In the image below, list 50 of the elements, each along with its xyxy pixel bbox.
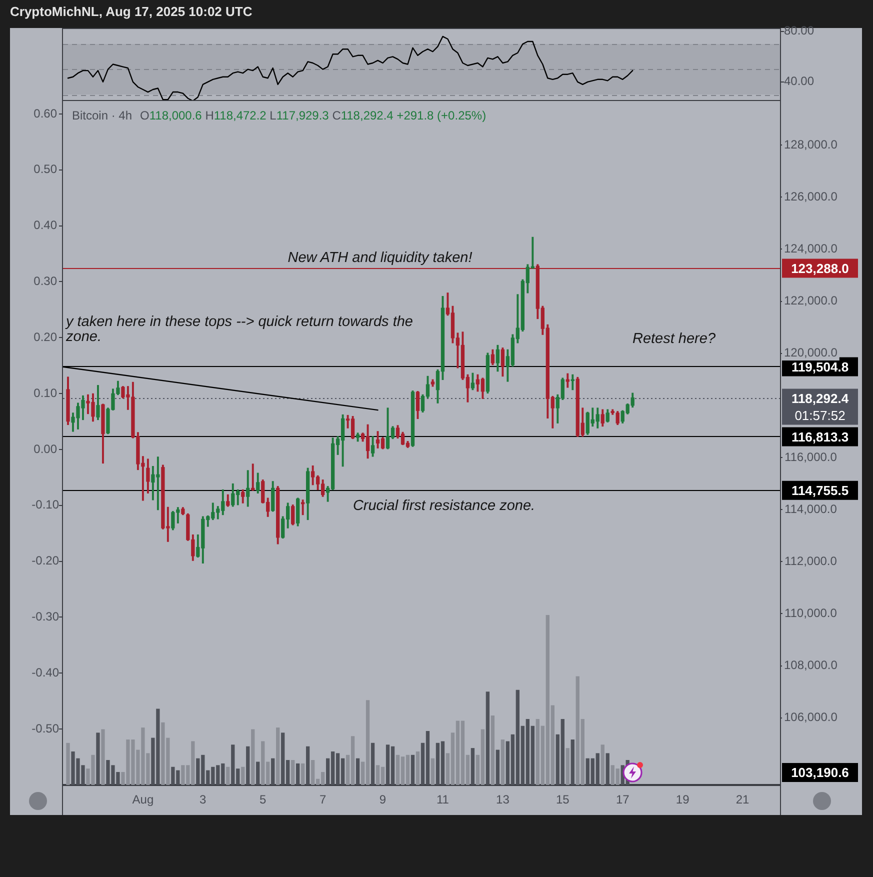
- text: O118,000.6 H118,472.2 L117,929.3 C118,292.4 +291.8 (+0.25%): [140, 108, 486, 122]
- x-tick-label: 9: [379, 792, 386, 807]
- text: 103,190.6: [791, 765, 849, 780]
- annotation: New ATH and liquidity taken!: [288, 250, 472, 266]
- ref-line-label: 118,292.4 01:57:52: [791, 390, 850, 423]
- x-tick-label: 17: [616, 792, 630, 807]
- ref-line-label: 116,813.3: [791, 429, 849, 444]
- ref-line-label: 119,504.8: [791, 359, 849, 374]
- x-tick-label: 19: [676, 792, 690, 807]
- y2-tick-label: 0.30: [34, 274, 58, 288]
- annotation: y taken here in these tops --> quick return towards the: [65, 314, 413, 330]
- annotation: zone.: [65, 329, 102, 346]
- y2-tick-label: 0.00: [34, 442, 58, 456]
- y-tick-label: 126,000.0: [784, 189, 838, 204]
- x-tick-label: 5: [260, 792, 267, 807]
- y-tick-label: 106,000.0: [784, 710, 838, 724]
- x-tick-label: 21: [736, 792, 750, 807]
- y-tick-label: 120,000.0: [784, 346, 838, 360]
- y2-tick-label: -0.50: [32, 721, 60, 736]
- y2-tick-label: -0.10: [32, 498, 60, 512]
- y2-tick-label: -0.30: [32, 610, 60, 624]
- y2-tick-label: 0.60: [34, 106, 58, 120]
- y-tick-label: 128,000.0: [784, 137, 838, 152]
- annotation: Retest here?: [632, 331, 716, 348]
- y-tick-label: 108,000.0: [784, 658, 838, 672]
- ref-line-label: 123,288.0: [791, 260, 849, 276]
- y-tick-label: 110,000.0: [784, 606, 838, 620]
- x-tick-label: 11: [436, 792, 450, 807]
- text: Bitcoin · 4h: [72, 108, 132, 122]
- y-tick-label: 112,000.0: [784, 554, 838, 568]
- x-tick-label: 3: [200, 792, 207, 807]
- text: CryptoMichNL, Aug 17, 2025 10:02 UTC: [10, 4, 252, 19]
- y-tick-label: 116,000.0: [784, 450, 838, 464]
- annotation: Crucial first resistance zone.: [352, 498, 536, 514]
- ref-line-label: 114,755.5: [791, 482, 849, 498]
- y2-tick-label: 0.50: [34, 162, 58, 176]
- y2-tick-label: 0.40: [34, 218, 58, 232]
- y2-tick-label: 0.20: [34, 330, 58, 344]
- x-tick-label: Aug: [132, 792, 154, 807]
- y2-tick-label: -0.40: [32, 665, 60, 680]
- y2-tick-label: 0.10: [34, 386, 58, 400]
- x-tick-label: 13: [496, 792, 510, 807]
- y2-tick-label: -0.20: [32, 554, 60, 568]
- y-tick-label: 122,000.0: [784, 294, 838, 308]
- y-tick-label: 40.00: [784, 74, 814, 88]
- y-tick-label: 114,000.0: [784, 502, 838, 516]
- y-tick-label: 80.00: [784, 24, 814, 38]
- x-tick-label: 15: [556, 792, 570, 807]
- y-tick-label: 124,000.0: [784, 241, 838, 256]
- x-tick-label: 7: [319, 792, 326, 807]
